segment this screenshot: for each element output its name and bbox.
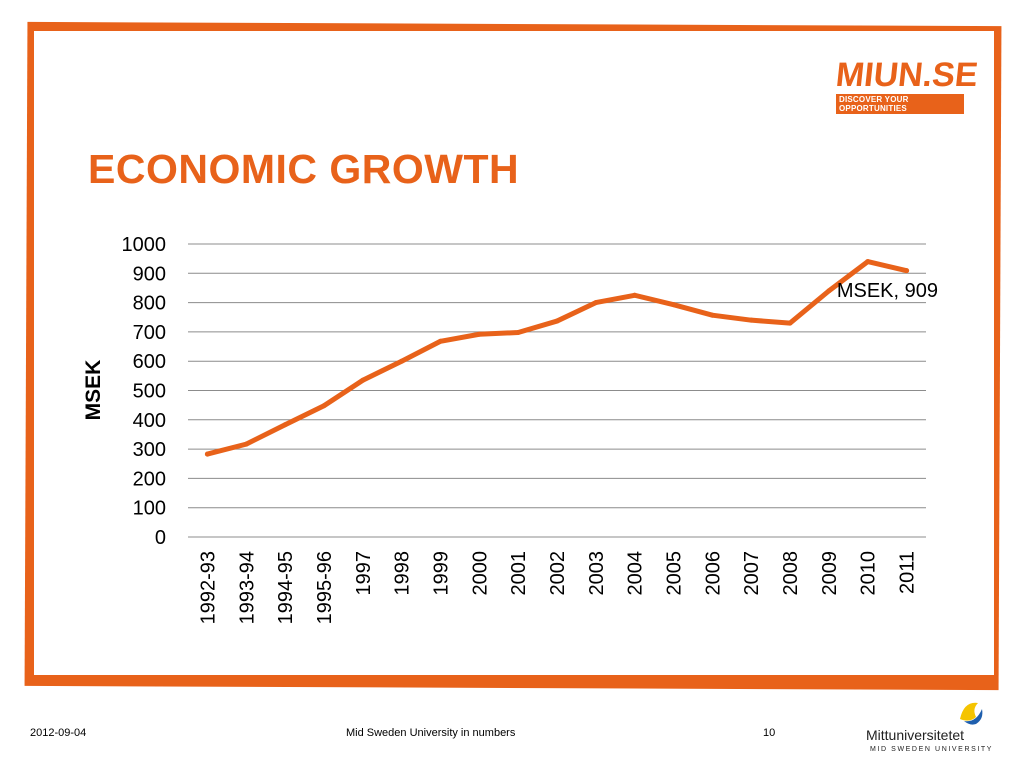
data-point [554,318,560,324]
x-tick-label: 1992-93 [197,551,219,624]
x-tick-label: 2009 [819,551,841,596]
data-point [709,312,715,318]
slide-title: ECONOMIC GROWTH [88,146,520,192]
y-tick-label: 0 [155,527,166,549]
x-tick-label: 2003 [586,551,608,596]
x-tick-label: 1993-94 [236,551,258,624]
x-tick-label: 1995-96 [314,551,336,624]
x-tick-label: 2005 [664,551,686,596]
footer-center-text: Mid Sweden University in numbers [346,727,516,739]
data-point [826,288,832,294]
data-point [282,422,288,428]
y-tick-label: 1000 [122,234,167,256]
y-tick-label: 700 [133,322,166,344]
y-tick-label: 200 [133,468,166,490]
data-label: MSEK, 909 [837,280,938,302]
y-tick-label: 800 [133,293,166,315]
y-tick-label: 500 [133,381,166,403]
y-tick-label: 600 [133,351,166,373]
x-tick-label: 1997 [353,551,375,596]
data-point [671,302,677,308]
data-point [204,451,210,457]
series-line [204,259,910,457]
miun-logo: MIUN.SE DISCOVER YOUR OPPORTUNITIES [834,56,980,114]
slide-canvas [34,31,994,675]
y-tick-label: 300 [133,439,166,461]
x-tick-label: 2001 [508,551,530,596]
y-tick-label: 400 [133,410,166,432]
x-tick-label: 1999 [430,551,452,596]
footer-date: 2012-09-04 [30,727,87,739]
data-point [632,292,638,298]
data-point [904,268,910,274]
x-tick-label: 1994-95 [275,551,297,624]
x-tick-label: 1998 [392,551,414,596]
x-tick-label: 2002 [547,551,569,596]
data-point [748,317,754,323]
data-point [321,403,327,409]
logo-tagline: DISCOVER YOUR OPPORTUNITIES [836,94,964,114]
x-tick-label: 2010 [858,551,880,596]
data-point [593,300,599,306]
data-point [399,358,405,364]
x-tick-label: 2007 [741,551,763,596]
x-tick-label: 2004 [625,551,647,596]
x-tick-label: 2008 [780,551,802,596]
y-axis-label: MSEK [82,360,105,421]
y-tick-label: 100 [133,498,166,520]
data-point [515,329,521,335]
y-tick-label: 900 [133,263,166,285]
university-name: Mittuniversitetet [866,727,965,743]
university-subtitle: MID SWEDEN UNIVERSITY [870,746,994,753]
x-tick-label: 2000 [469,551,491,596]
data-point [243,441,249,447]
x-tick-label: 2006 [702,551,724,596]
data-point [360,377,366,383]
x-tick-label: 2011 [897,551,919,594]
data-point [787,320,793,326]
data-point [865,259,871,265]
footer-page-number: 10 [763,727,776,739]
data-point [476,331,482,337]
university-logo-icon [960,702,983,725]
data-point [437,338,443,344]
